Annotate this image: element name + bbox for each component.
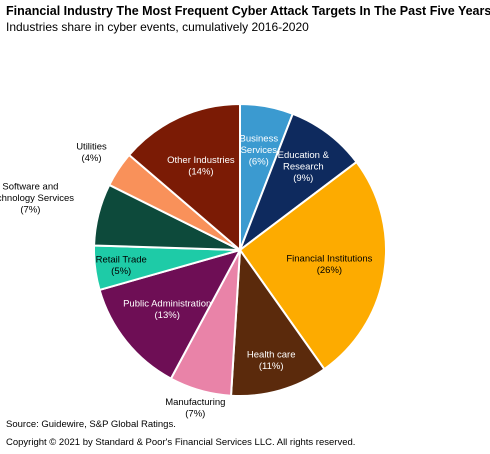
slice-label-software-and-technology-services: Software andTechnology Services(7%) xyxy=(0,181,74,215)
slice-label-other-industries: Other Industries (14%) xyxy=(167,155,235,178)
slice-label-public-administration: Public Administration (13%) xyxy=(123,298,211,321)
slice-label-business-services: Business Services (6%) xyxy=(240,134,279,168)
pie-slice-other-industries xyxy=(127,102,241,253)
slice-label-education-research: Education & Research (9%) xyxy=(278,150,330,184)
chart-title: Financial Industry The Most Frequent Cyb… xyxy=(6,4,490,18)
slice-label-health-care: Health care (11%) xyxy=(247,349,296,372)
slice-label-utilities: Utilities (4%) xyxy=(76,141,107,164)
source-note: Source: Guidewire, S&P Global Ratings. xyxy=(6,419,176,430)
slice-label-retail-trade: Retail Trade (5%) xyxy=(96,255,147,278)
chart-subtitle: Industries share in cyber events, cumula… xyxy=(6,20,309,34)
pie-slice-public-administration xyxy=(98,248,242,380)
pie-slice-health-care xyxy=(229,247,326,397)
pie-slice-education-research xyxy=(237,112,358,253)
pie-slice-financial-institutions xyxy=(238,160,387,371)
slice-label-manufacturing: Manufacturing (7%) xyxy=(165,397,225,420)
slice-label-financial-institutions: Financial Institutions (26%) xyxy=(286,254,372,277)
copyright-note: Copyright © 2021 by Standard & Poor's Fi… xyxy=(6,437,356,448)
